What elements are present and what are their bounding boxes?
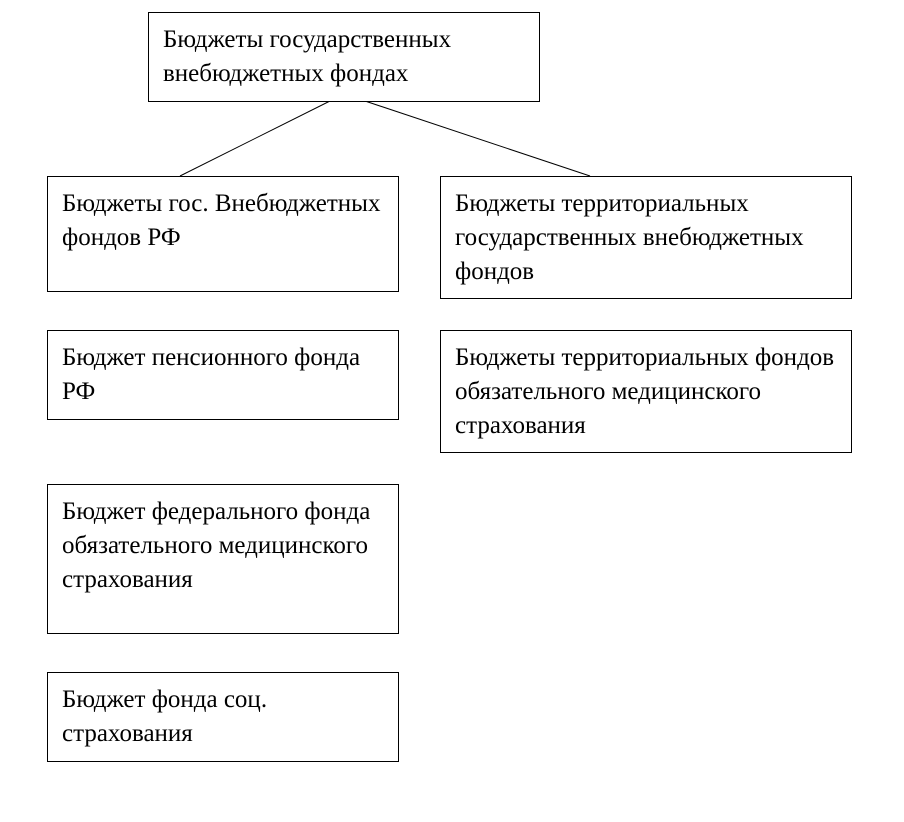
- node-left-3: Бюджет федерального фонда обязательного …: [47, 484, 399, 634]
- node-right-1: Бюджеты территориальных государственных …: [440, 176, 852, 299]
- node-left-1: Бюджеты гос. Внебюджетных фондов РФ: [47, 176, 399, 292]
- node-right-2: Бюджеты территориальных фондов обязатель…: [440, 330, 852, 453]
- node-left-4: Бюджет фонда соц. страхования: [47, 672, 399, 762]
- edge-root-left: [180, 94, 344, 176]
- node-root: Бюджеты государственных внебюджетных фон…: [148, 12, 540, 102]
- node-left-2: Бюджет пенсионного фонда РФ: [47, 330, 399, 420]
- edge-root-right: [344, 94, 590, 176]
